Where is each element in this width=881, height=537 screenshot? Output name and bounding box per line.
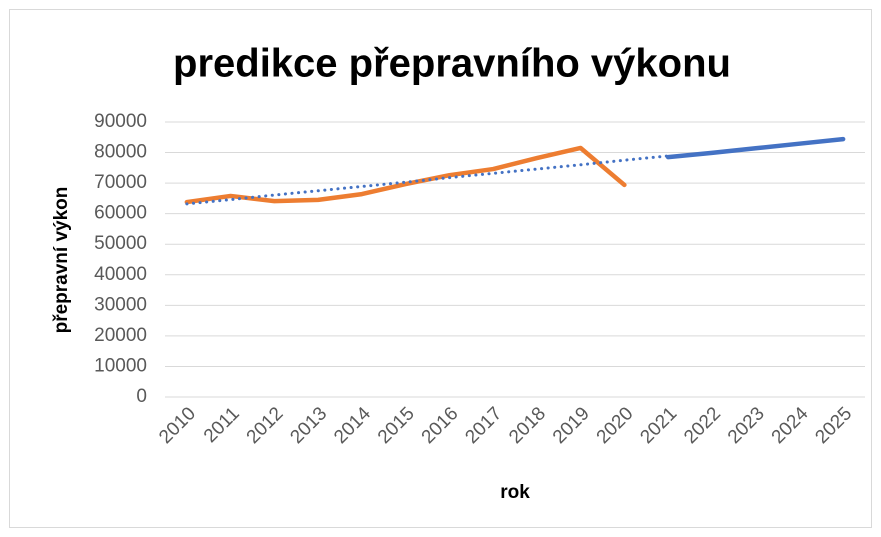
y-tick-label: 20000 — [94, 325, 147, 346]
series-line — [184, 145, 627, 205]
chart-frame — [9, 9, 872, 528]
y-tick-label: 30000 — [94, 294, 147, 315]
y-tick-label: 70000 — [94, 172, 147, 193]
y-tick-label: 60000 — [94, 203, 147, 224]
y-tick-label: 50000 — [94, 233, 147, 254]
x-axis-label: rok — [500, 482, 530, 503]
y-tick-label: 90000 — [94, 111, 147, 132]
y-axis-label: přepravní výkon — [51, 187, 72, 334]
series-line — [665, 136, 846, 160]
chart-title: predikce přepravního výkonu — [173, 42, 731, 86]
y-tick-label: 0 — [136, 386, 147, 407]
y-tick-label: 10000 — [94, 355, 147, 376]
trend-line — [185, 154, 670, 206]
y-tick-label: 80000 — [94, 142, 147, 163]
y-tick-label: 40000 — [94, 264, 147, 285]
